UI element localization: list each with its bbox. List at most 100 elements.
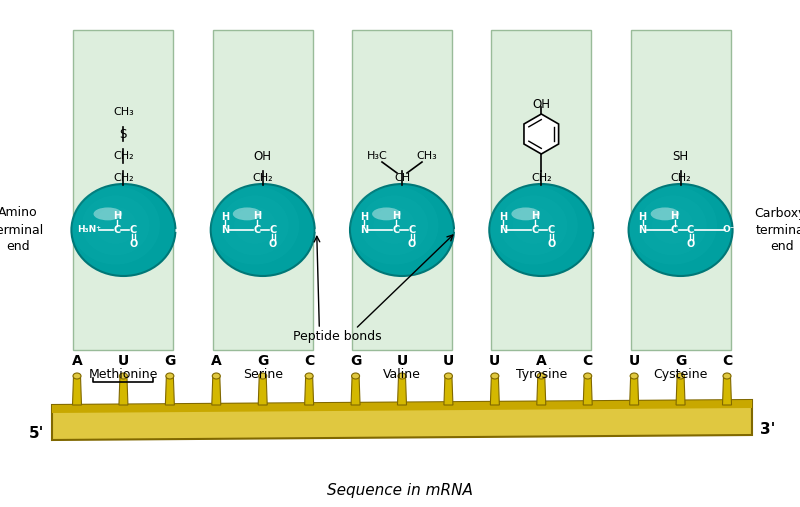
Text: U: U [396, 354, 408, 368]
Bar [491, 30, 591, 350]
Text: U: U [443, 354, 454, 368]
Polygon shape [630, 376, 638, 405]
Text: O: O [408, 239, 416, 249]
Polygon shape [490, 376, 499, 405]
Text: C: C [304, 354, 314, 368]
Text: O: O [269, 239, 277, 249]
Bar [74, 30, 174, 350]
Text: Methionine: Methionine [89, 368, 158, 381]
Text: CH₂: CH₂ [253, 173, 273, 183]
Text: N: N [221, 225, 229, 235]
Ellipse shape [94, 207, 122, 221]
Text: Sequence in mRNA: Sequence in mRNA [327, 483, 473, 497]
Ellipse shape [372, 207, 401, 221]
Text: CH₃: CH₃ [113, 107, 134, 117]
Text: SH: SH [673, 150, 689, 163]
Ellipse shape [500, 196, 567, 256]
Ellipse shape [652, 207, 694, 244]
Text: OH: OH [532, 97, 550, 111]
Ellipse shape [71, 186, 160, 265]
Text: C: C [269, 225, 276, 235]
Text: A: A [72, 354, 82, 368]
Text: S: S [120, 127, 127, 140]
Ellipse shape [212, 373, 220, 379]
Text: A: A [536, 354, 546, 368]
Text: CH₂: CH₂ [113, 151, 134, 161]
Text: 3': 3' [760, 422, 775, 438]
Ellipse shape [258, 373, 266, 379]
Text: H: H [531, 211, 539, 221]
Text: H: H [499, 212, 507, 222]
Text: O: O [130, 239, 138, 249]
Ellipse shape [490, 186, 578, 265]
Ellipse shape [305, 373, 313, 379]
Text: C: C [253, 225, 260, 235]
Text: H: H [638, 212, 646, 222]
Bar [352, 30, 452, 350]
Ellipse shape [234, 207, 276, 244]
Text: Serine: Serine [242, 368, 282, 381]
Polygon shape [119, 376, 128, 405]
Ellipse shape [629, 184, 733, 276]
Polygon shape [444, 376, 453, 405]
Text: U: U [490, 354, 501, 368]
Polygon shape [258, 376, 267, 405]
Polygon shape [351, 376, 360, 405]
Ellipse shape [677, 373, 685, 379]
Polygon shape [52, 400, 752, 440]
Text: CH₂: CH₂ [670, 173, 691, 183]
Polygon shape [212, 376, 221, 405]
Text: G: G [675, 354, 686, 368]
Text: Tyrosine: Tyrosine [516, 368, 567, 381]
Ellipse shape [491, 373, 499, 379]
Polygon shape [305, 376, 314, 405]
Text: C: C [532, 225, 539, 235]
Text: O⁻: O⁻ [722, 226, 735, 235]
Text: H: H [114, 211, 122, 221]
Ellipse shape [630, 373, 638, 379]
Ellipse shape [221, 196, 289, 256]
Ellipse shape [629, 186, 717, 265]
Text: U: U [629, 354, 640, 368]
Ellipse shape [723, 373, 731, 379]
Polygon shape [398, 376, 406, 405]
Text: C: C [130, 225, 137, 235]
Ellipse shape [650, 207, 679, 221]
Polygon shape [166, 376, 174, 405]
Text: O: O [686, 239, 694, 249]
Ellipse shape [538, 373, 546, 379]
Text: Cysteine: Cysteine [654, 368, 708, 381]
Text: N: N [499, 225, 507, 235]
Text: A: A [211, 354, 222, 368]
Text: Amino
terminal
end: Amino terminal end [0, 206, 44, 254]
Polygon shape [524, 114, 558, 154]
Text: CH₃: CH₃ [417, 151, 438, 161]
Ellipse shape [584, 373, 592, 379]
Ellipse shape [351, 373, 359, 379]
Text: C: C [722, 354, 732, 368]
Bar [630, 30, 730, 350]
Text: H: H [253, 211, 261, 221]
Text: C: C [687, 225, 694, 235]
Text: G: G [350, 354, 362, 368]
Ellipse shape [166, 373, 174, 379]
Text: H: H [670, 211, 678, 221]
Text: U: U [118, 354, 129, 368]
Text: 5': 5' [29, 425, 44, 441]
Text: C: C [408, 225, 416, 235]
Text: H: H [392, 211, 400, 221]
Text: CH₂: CH₂ [531, 173, 551, 183]
Ellipse shape [119, 373, 127, 379]
Text: Valine: Valine [383, 368, 421, 381]
Ellipse shape [233, 207, 262, 221]
Polygon shape [73, 376, 82, 405]
Text: OH: OH [254, 150, 272, 163]
Ellipse shape [511, 207, 540, 221]
Text: C: C [582, 354, 593, 368]
Polygon shape [52, 400, 752, 413]
Ellipse shape [490, 184, 594, 276]
Ellipse shape [374, 207, 415, 244]
Text: Carboxyl
terminal
end: Carboxyl terminal end [754, 206, 800, 254]
Bar [213, 30, 313, 350]
Polygon shape [676, 376, 685, 405]
